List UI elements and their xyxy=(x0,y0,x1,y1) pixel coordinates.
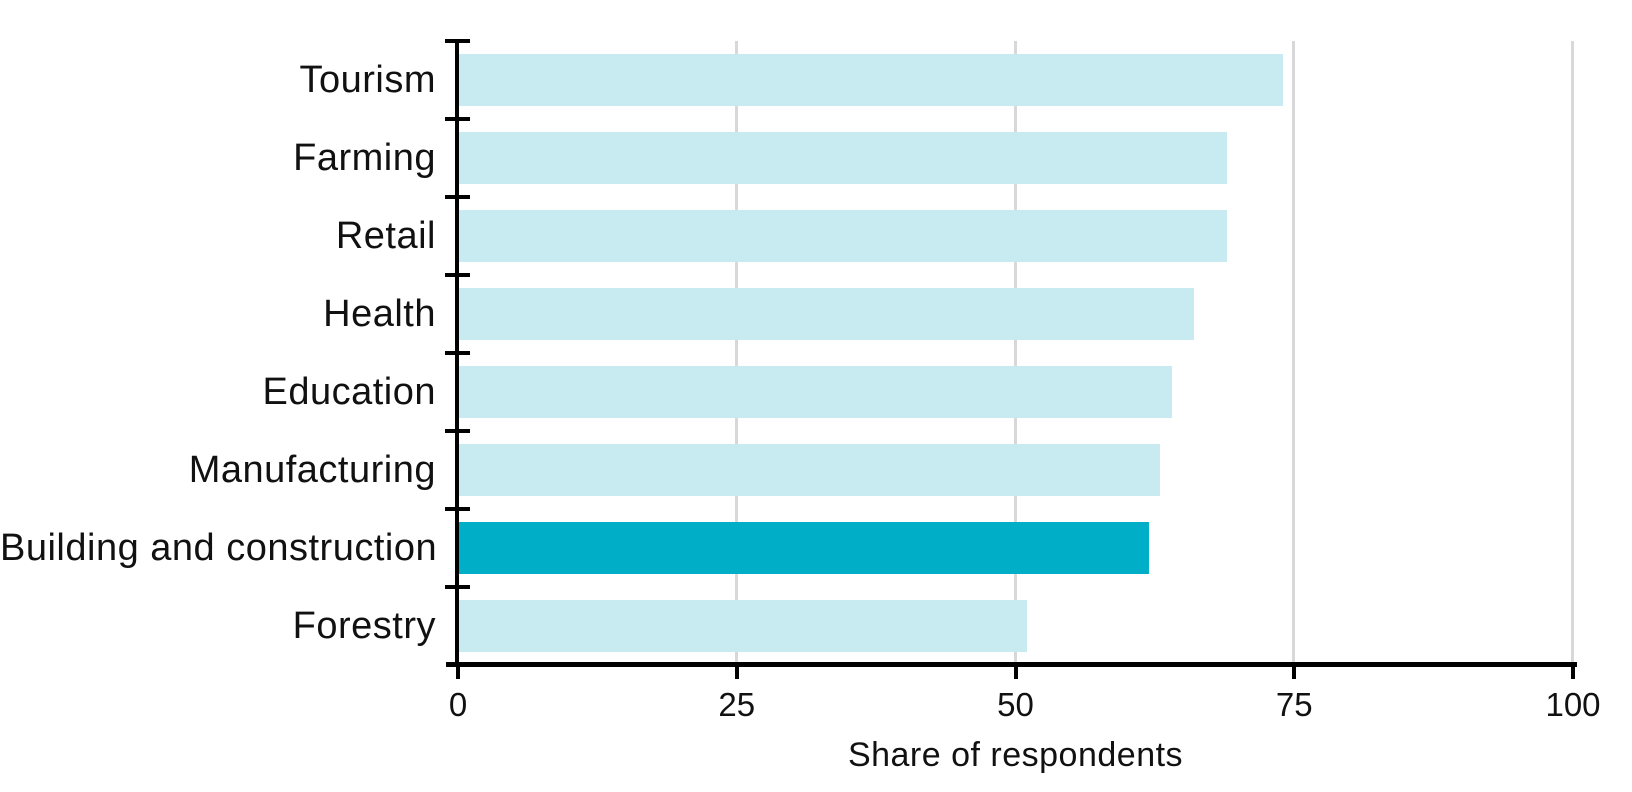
category-label-education: Education xyxy=(262,371,436,413)
y-axis-tick xyxy=(445,39,470,43)
bar-row-retail xyxy=(458,197,1573,275)
bar-farming xyxy=(458,132,1228,184)
y-axis-tick xyxy=(445,273,470,277)
category-label-forestry: Forestry xyxy=(292,605,436,647)
bar-forestry xyxy=(458,600,1027,652)
bar-row-farming xyxy=(458,119,1573,197)
bar-retail xyxy=(458,210,1228,262)
x-tick-label-100: 100 xyxy=(1545,686,1601,723)
y-axis-tick xyxy=(445,351,470,355)
category-label-health: Health xyxy=(323,293,436,335)
bar-row-manufacturing xyxy=(458,431,1573,509)
bar-education xyxy=(458,366,1172,418)
x-axis-tick-0 xyxy=(456,665,460,679)
gridline-100 xyxy=(1571,41,1574,665)
category-label-retail: Retail xyxy=(335,215,436,257)
category-label-farming: Farming xyxy=(293,137,436,179)
gridline-25 xyxy=(734,41,738,665)
bar-tourism xyxy=(458,54,1284,106)
x-tick-label-75: 75 xyxy=(1275,686,1313,723)
y-axis-tick xyxy=(445,585,470,589)
y-axis-tick xyxy=(445,507,470,511)
bar-health xyxy=(458,288,1194,340)
bar-building-and-construction xyxy=(458,522,1150,574)
bar-row-forestry xyxy=(458,587,1573,665)
y-axis-tick xyxy=(445,117,470,121)
x-axis-title: Share of respondents xyxy=(847,736,1184,774)
bar-row-education xyxy=(458,353,1573,431)
bar-row-building-and-construction xyxy=(458,509,1573,587)
x-axis-tick-100 xyxy=(1571,665,1575,679)
y-axis-tick xyxy=(445,429,470,433)
category-label-tourism: Tourism xyxy=(299,59,436,101)
plot-area xyxy=(458,41,1574,665)
x-tick-label-0: 0 xyxy=(448,686,468,723)
category-label-building-and-construction: Building and construction xyxy=(0,527,438,569)
gridline-75 xyxy=(1292,41,1296,665)
bar-row-health xyxy=(458,275,1573,353)
x-axis-tick-75 xyxy=(1292,665,1297,679)
gridline-50 xyxy=(1013,41,1017,665)
y-axis-tick xyxy=(445,195,470,199)
bar-manufacturing xyxy=(458,444,1161,496)
bar-row-tourism xyxy=(458,41,1573,119)
category-label-manufacturing: Manufacturing xyxy=(188,449,436,491)
x-axis-line xyxy=(446,662,1577,667)
x-tick-label-25: 25 xyxy=(718,686,756,723)
x-axis-tick-50 xyxy=(1013,665,1018,679)
x-tick-label-50: 50 xyxy=(997,686,1034,723)
x-axis-tick-25 xyxy=(734,665,739,679)
